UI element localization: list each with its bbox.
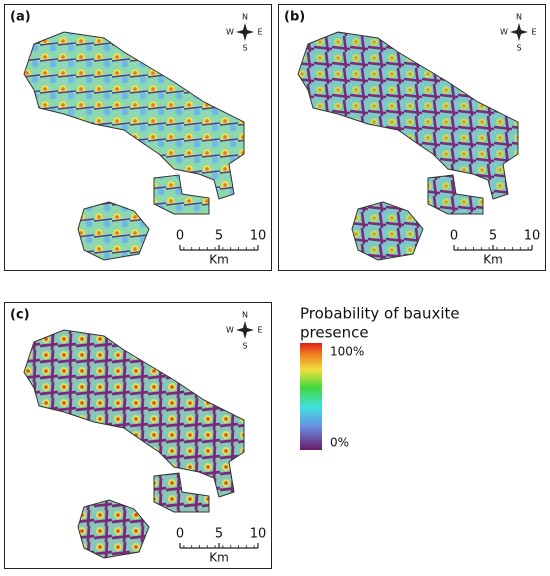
- legend-min-label: 0%: [330, 436, 349, 450]
- scale-tick-label: 0: [176, 527, 184, 542]
- compass-s: S: [242, 342, 247, 351]
- scale-tick-label: 0: [450, 229, 458, 244]
- scale-tick-label: 5: [489, 229, 497, 244]
- compass-s: S: [516, 44, 521, 53]
- compass-w: W: [226, 326, 234, 335]
- scale-tick-label: 10: [524, 229, 541, 244]
- compass-n: N: [516, 13, 522, 22]
- compass-e: E: [531, 28, 536, 37]
- compass-e: E: [257, 28, 262, 37]
- compass-rose: [510, 23, 528, 41]
- panel-label: (a): [10, 10, 31, 25]
- map-panel: (a) N SW E 0 5 10 Km: [4, 4, 272, 271]
- compass-e: E: [257, 326, 262, 335]
- legend-colorbar: [300, 343, 322, 450]
- scale-unit: Km: [209, 253, 229, 267]
- compass-rose: [236, 321, 254, 339]
- panel-label: (c): [10, 308, 30, 323]
- scale-tick-label: 0: [176, 229, 184, 244]
- compass-n: N: [242, 311, 248, 320]
- scale-tick-label: 5: [215, 229, 223, 244]
- map-panel: (c) N SW E 0 5 10 Km: [4, 302, 272, 569]
- scale-tick-label: 10: [250, 229, 267, 244]
- compass-n: N: [242, 13, 248, 22]
- scale-unit: Km: [209, 551, 229, 565]
- compass-w: W: [226, 28, 234, 37]
- legend-title: Probability of bauxite: [300, 305, 460, 323]
- panel-label: (b): [284, 10, 305, 25]
- scale-unit: Km: [483, 253, 503, 267]
- compass-w: W: [500, 28, 508, 37]
- scale-tick-label: 5: [215, 527, 223, 542]
- map-panel: (b) N SW E 0 5 10 Km: [278, 4, 546, 271]
- compass-s: S: [242, 44, 247, 53]
- legend-title: presence: [300, 324, 369, 342]
- compass-rose: [236, 23, 254, 41]
- legend-max-label: 100%: [330, 345, 364, 359]
- scale-tick-label: 10: [250, 527, 267, 542]
